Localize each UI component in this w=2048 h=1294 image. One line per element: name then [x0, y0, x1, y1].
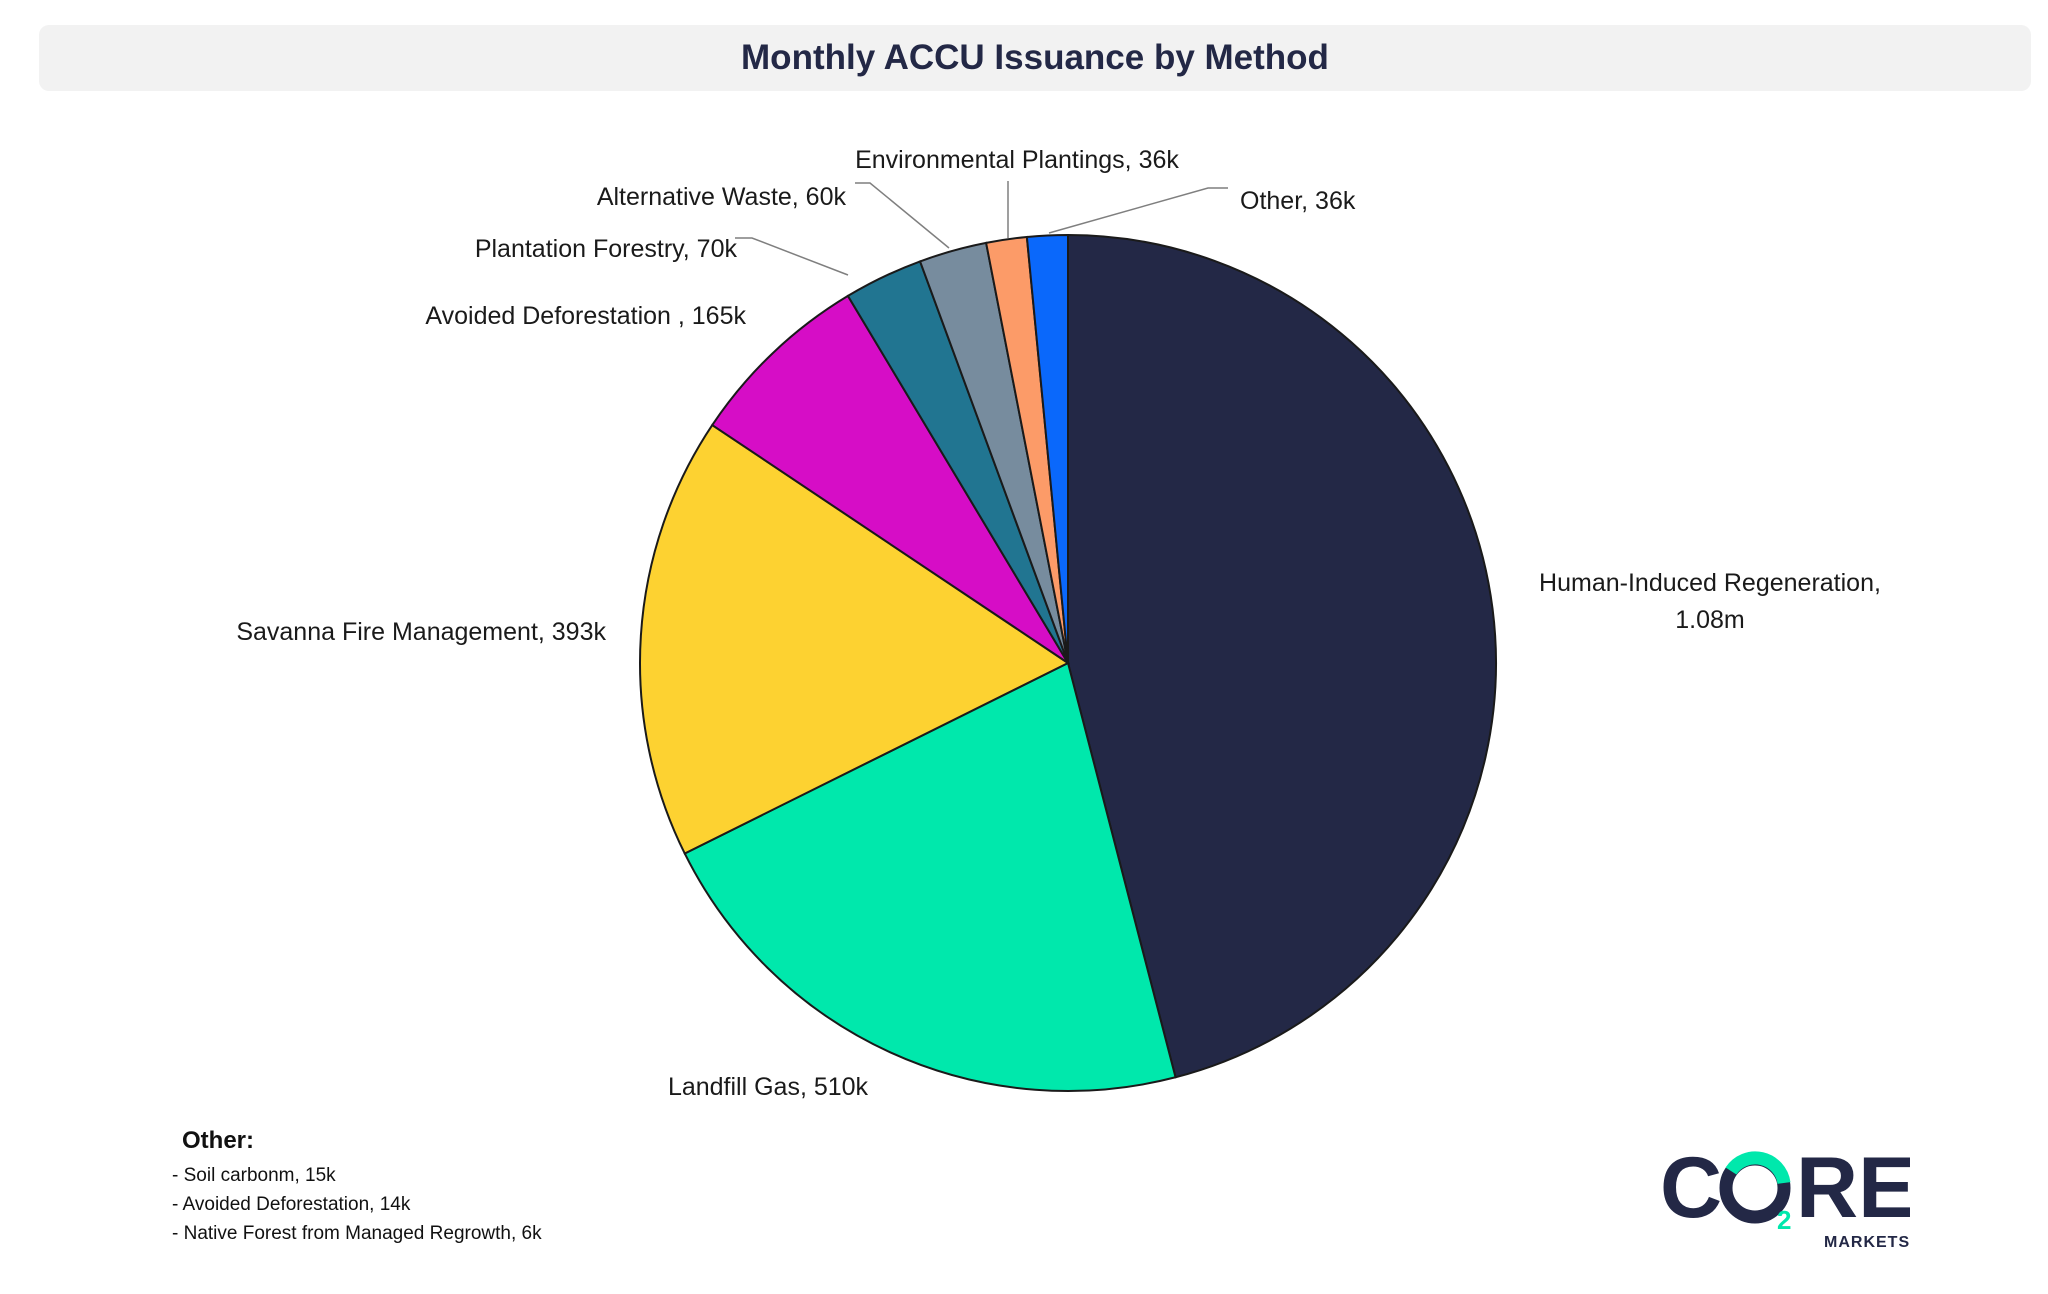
other-note-item: - Avoided Deforestation, 14k	[172, 1194, 411, 1215]
slice-labels: Human-Induced Regeneration, 1.08m Landfill…	[236, 146, 1881, 1101]
slice-label: Other, 36k	[1240, 187, 1356, 215]
svg-text:2: 2	[1777, 1205, 1791, 1235]
svg-text:RE: RE	[1796, 1143, 1910, 1236]
leader-lines	[735, 181, 1228, 276]
slice-label: Alternative Waste, 60k	[597, 183, 847, 211]
chart-title: Monthly ACCU Issuance by Method	[741, 38, 1329, 77]
leader-line	[855, 182, 950, 249]
other-note-item: - Native Forest from Managed Regrowth, 6…	[172, 1223, 542, 1244]
slice-label: Plantation Forestry, 70k	[475, 235, 738, 263]
other-breakdown-note: Other: - Soil carbonm, 15k - Avoided Def…	[172, 1127, 542, 1248]
pie-slice-landfill-gas	[683, 661, 1177, 1092]
other-note-heading: Other:	[182, 1127, 254, 1154]
pie-slice-human-induced-regeneration	[1067, 233, 1498, 1079]
leader-line	[1048, 187, 1228, 234]
svg-text:MARKETS: MARKETS	[1824, 1234, 1910, 1248]
slice-label: Savanna Fire Management, 393k	[236, 618, 606, 646]
other-note-item: - Soil carbonm, 15k	[172, 1165, 336, 1186]
svg-text:C: C	[1660, 1143, 1722, 1236]
slice-label: Environmental Plantings, 36k	[855, 146, 1179, 174]
other-note-list: - Soil carbonm, 15k - Avoided Deforestat…	[172, 1161, 542, 1248]
slice-label: Avoided Deforestation , 165k	[425, 302, 746, 330]
slice-label: Human-Induced Regeneration,	[1539, 569, 1881, 597]
pie-slices	[639, 233, 1498, 1092]
slice-label: Landfill Gas, 510k	[668, 1073, 869, 1101]
pie-slice-other	[1025, 233, 1069, 664]
pie-slice-savanna-fire-management	[639, 423, 1070, 855]
core-markets-logo: C 2 RE MARKETS	[1660, 1143, 1910, 1248]
slice-label-value: 1.08m	[1675, 606, 1744, 634]
chart-title-bar: Monthly ACCU Issuance by Method	[39, 25, 2031, 91]
leader-line	[735, 237, 849, 276]
pie-slice-avoided-deforestation	[710, 294, 1069, 664]
